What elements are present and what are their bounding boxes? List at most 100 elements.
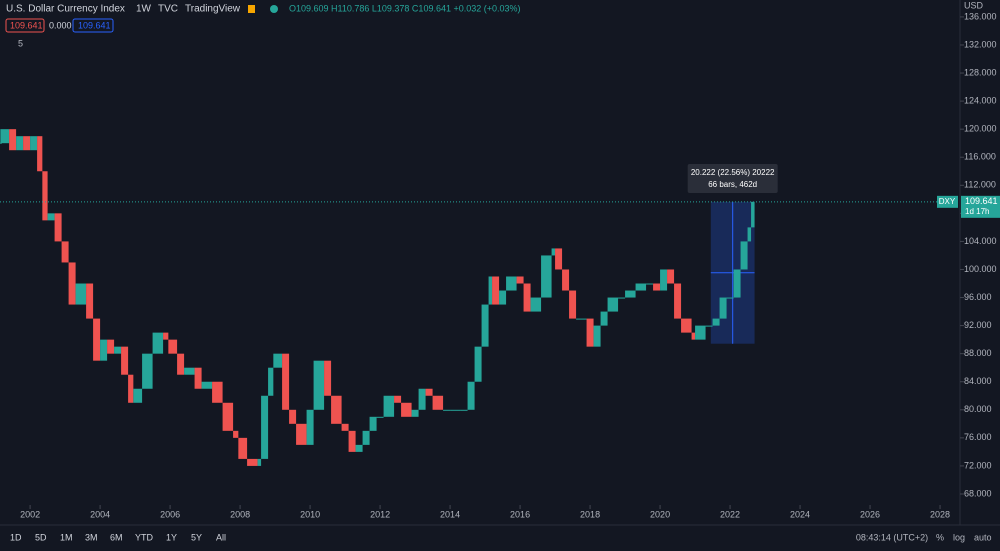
y-tick-label: 132.000 <box>964 39 997 49</box>
range-button[interactable]: 5D <box>35 532 47 542</box>
candle <box>450 409 461 411</box>
measure-label-bg <box>687 164 778 193</box>
candle <box>75 283 87 305</box>
candle <box>289 409 297 424</box>
auto-toggle[interactable]: auto <box>974 532 992 542</box>
candle <box>674 283 682 319</box>
source: TVC <box>158 4 178 15</box>
candle <box>194 367 202 389</box>
candle <box>362 430 370 445</box>
y-tick-label: 68.000 <box>964 488 992 498</box>
range-button[interactable]: 5Y <box>191 532 202 542</box>
x-tick-label: 2018 <box>580 509 600 519</box>
candle <box>93 318 101 361</box>
y-tick-label: 136.000 <box>964 11 997 21</box>
x-tick-label: 2028 <box>930 509 950 519</box>
candle <box>296 423 307 445</box>
candle <box>142 353 153 389</box>
candle <box>324 360 332 396</box>
measure-label: 66 bars, 462d <box>708 180 757 189</box>
range-button[interactable]: All <box>216 532 226 542</box>
indicator-box <box>5 18 45 33</box>
indicator-count: 5 <box>18 38 23 48</box>
title: U.S. Dollar Currency Index <box>6 4 125 15</box>
candle <box>562 269 570 291</box>
plot: 20.222 (22.56%) 20222 66 bars, 462d <box>0 129 778 466</box>
candle <box>107 339 115 354</box>
measure-label: 20.222 (22.56%) 20222 <box>691 168 775 177</box>
candle <box>30 136 38 151</box>
icon <box>248 5 255 13</box>
candle <box>635 283 647 291</box>
brand: TradingView <box>185 4 241 15</box>
candle <box>733 269 741 298</box>
range-button[interactable]: 1M <box>60 532 73 542</box>
candle <box>68 262 76 305</box>
range-button[interactable]: YTD <box>135 532 154 542</box>
candle <box>16 136 24 151</box>
range-button[interactable]: 1D <box>10 532 22 542</box>
x-tick-label: 2026 <box>860 509 880 519</box>
x-tick-label: 2004 <box>90 509 110 519</box>
range-button[interactable]: 6M <box>110 532 123 542</box>
y-tick-label: 116.000 <box>964 152 996 162</box>
candle <box>600 311 608 326</box>
clock: 08:43:14 (UTC+2) <box>856 532 928 542</box>
indicator-value: 0.000 <box>49 20 72 30</box>
candle <box>0 129 10 144</box>
candle <box>593 325 601 347</box>
candle <box>653 283 661 291</box>
candle <box>152 332 164 354</box>
candle <box>569 290 577 319</box>
candle <box>751 201 755 228</box>
candle <box>681 318 692 333</box>
price-label: 109.641 <box>965 196 998 206</box>
percent-toggle[interactable]: % <box>936 532 944 542</box>
candle <box>618 297 626 299</box>
symbol-tag <box>937 195 958 208</box>
candle <box>247 458 258 466</box>
candle <box>530 297 542 312</box>
candle <box>133 388 143 403</box>
candle <box>23 136 31 151</box>
status-dot <box>270 5 278 13</box>
candle <box>42 171 48 221</box>
candle <box>523 283 531 312</box>
candle <box>555 248 563 270</box>
countdown: 1d 17h <box>965 207 989 216</box>
x-tick-label: 2008 <box>230 509 250 519</box>
y-tick-label: 80.000 <box>964 404 992 414</box>
candle <box>726 297 734 299</box>
y-tick-label: 84.000 <box>964 376 992 386</box>
candle <box>100 339 108 361</box>
candle <box>646 283 654 285</box>
candle <box>268 367 274 396</box>
x-tick-label: 2022 <box>720 509 740 519</box>
candle <box>712 318 720 326</box>
y-tick-label: 112.000 <box>964 180 996 190</box>
log-toggle[interactable]: log <box>953 532 965 542</box>
y-tick-label: 100.000 <box>964 264 997 274</box>
x-tick-label: 2012 <box>370 509 390 519</box>
x-tick-label: 2014 <box>440 509 460 519</box>
range-button[interactable]: 1Y <box>166 532 177 542</box>
candle <box>401 402 412 417</box>
candle <box>47 213 55 221</box>
candle <box>114 346 122 354</box>
candle <box>747 227 752 242</box>
candle <box>432 395 444 410</box>
y-tick-label: 72.000 <box>964 460 992 470</box>
interval: 1W <box>136 4 152 15</box>
currency: USD <box>964 0 984 10</box>
candle <box>222 402 234 431</box>
x-tick-label: 2010 <box>300 509 320 519</box>
x-tick-label: 2020 <box>650 509 670 519</box>
y-tick-label: 104.000 <box>964 236 997 246</box>
candle <box>331 395 342 424</box>
candle <box>691 332 696 340</box>
y-tick-label: 76.000 <box>964 432 992 442</box>
range-button[interactable]: 3M <box>85 532 98 542</box>
candle <box>660 269 668 291</box>
candle <box>516 276 524 284</box>
